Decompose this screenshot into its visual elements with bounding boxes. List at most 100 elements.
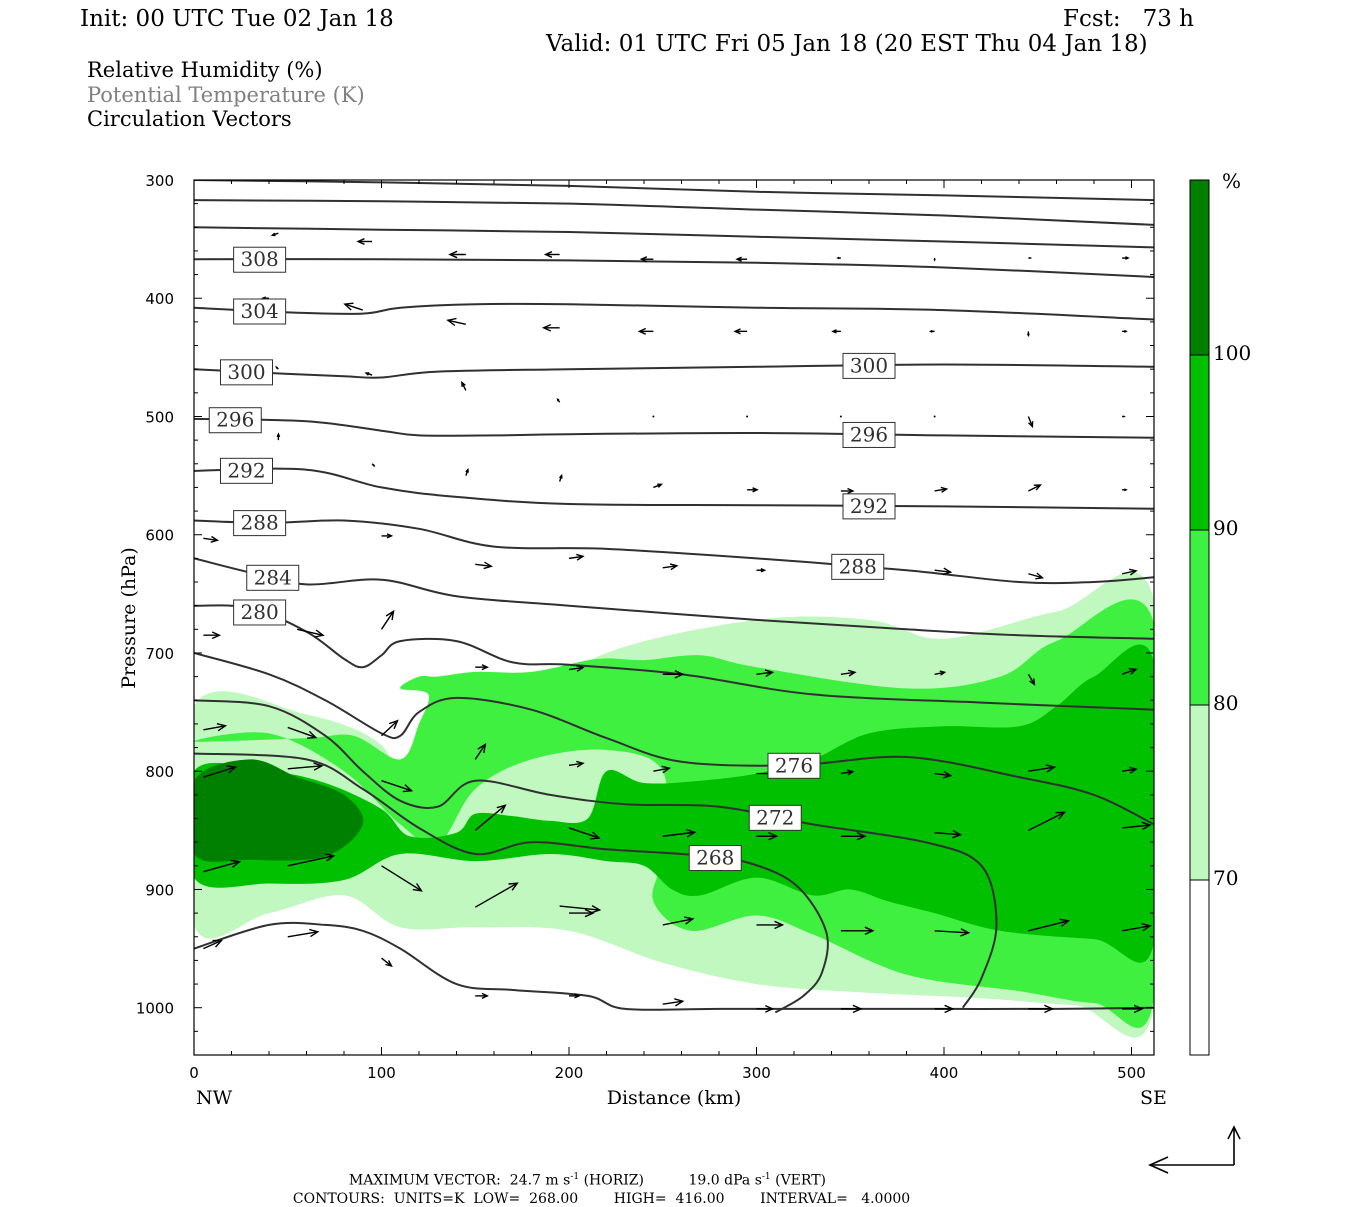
max-vector-horiz-exp: -1 xyxy=(570,1172,580,1182)
circulation-vector-49 xyxy=(1121,568,1138,576)
vector-shaft xyxy=(381,780,412,792)
vector-head xyxy=(952,829,963,839)
vector-shaft xyxy=(203,766,236,778)
theta-label-268-box xyxy=(688,845,742,872)
vector-head xyxy=(385,609,395,621)
contours-high-label: HIGH= xyxy=(613,1191,667,1207)
circulation-vector-98 xyxy=(569,993,581,999)
vector-shaft xyxy=(1121,570,1137,575)
circulation-vector-2 xyxy=(448,250,466,259)
vector-head xyxy=(270,232,276,237)
circulation-vector-85 xyxy=(381,865,423,892)
vector-point xyxy=(746,415,749,418)
circulation-vector-71 xyxy=(1122,766,1138,774)
vector-head xyxy=(686,829,697,838)
vector-head xyxy=(1026,333,1030,338)
colorbar-segment-3 xyxy=(1190,705,1209,880)
vector-head xyxy=(508,882,519,891)
circulation-vector-21 xyxy=(364,372,373,376)
max-vector-vert: 19.0 dPa s xyxy=(688,1172,762,1189)
vector-head xyxy=(1125,256,1130,260)
circulation-vector-77 xyxy=(662,829,697,838)
vector-shaft xyxy=(203,537,218,541)
vector-shaft xyxy=(474,882,518,908)
colorbar-label-100: 100 xyxy=(1213,341,1251,365)
circulation-vector-9 xyxy=(1122,256,1130,260)
forecast-hour: Fcst: 73 h xyxy=(1063,6,1194,32)
vector-layer xyxy=(203,232,1152,1014)
circulation-vector-60 xyxy=(1121,668,1138,675)
vector-head xyxy=(1055,811,1066,820)
vector-head xyxy=(1123,329,1128,333)
theta-label-292: 292 xyxy=(227,458,265,482)
vector-shaft xyxy=(568,827,600,839)
vector-head xyxy=(939,670,947,676)
rh-band->100 xyxy=(194,759,364,862)
vector-shaft xyxy=(1122,768,1137,772)
x-tick-label-200: 200 xyxy=(555,1064,584,1082)
vector-head xyxy=(576,760,585,768)
vector-head xyxy=(388,719,399,730)
vector-shaft xyxy=(287,765,322,770)
vector-shaft xyxy=(934,488,947,492)
vector-head xyxy=(226,765,238,774)
circulation-vector-47 xyxy=(934,567,953,576)
vector-shaft xyxy=(1027,416,1034,427)
colorbar-unit: % xyxy=(1222,169,1241,193)
circulation-vector-43 xyxy=(568,553,585,561)
colorbar-label-70: 70 xyxy=(1213,866,1238,890)
vector-shaft xyxy=(344,303,363,311)
vector-head xyxy=(461,380,466,387)
circulation-vector-39 xyxy=(1122,488,1128,492)
vector-head xyxy=(1029,678,1036,686)
axes-layer: 0 100 200 300 400 500 300 400 500 600 700 800 900 100… xyxy=(136,172,1154,1082)
vector-head xyxy=(306,730,318,739)
max-vector-line: MAXIMUM VECTOR: 24.7 m s-1 (HORIZ) 19.0 … xyxy=(340,1159,826,1188)
vector-head xyxy=(1029,256,1033,260)
vector-shaft xyxy=(662,565,677,569)
vector-head xyxy=(944,1004,955,1014)
theta-label-308-box xyxy=(233,246,287,273)
circulation-vector-63 xyxy=(381,719,399,737)
theta-label-284: 284 xyxy=(254,565,292,589)
vector-shaft xyxy=(474,804,506,831)
vector-head xyxy=(774,920,785,930)
max-vector-vert-unit: (VERT) xyxy=(775,1172,826,1189)
circulation-vector-105 xyxy=(559,904,602,914)
vector-head xyxy=(574,993,581,999)
theta-label-288-box xyxy=(233,510,287,537)
vector-head xyxy=(541,323,552,332)
vector-shaft xyxy=(840,770,853,775)
theta-label2-300: 300 xyxy=(850,353,888,377)
vector-shaft xyxy=(203,861,240,873)
circulation-vector-78 xyxy=(756,831,779,841)
circulation-vector-57 xyxy=(840,669,857,677)
vector-head xyxy=(852,1004,863,1014)
legend-potential-temperature: Potential Temperature (K) xyxy=(87,83,365,107)
circulation-vector-32 xyxy=(465,467,469,476)
y-tick-label-800: 800 xyxy=(145,763,174,781)
circulation-vector-66 xyxy=(653,765,672,774)
vector-head xyxy=(402,784,414,793)
vector-head xyxy=(313,762,324,771)
x-tick-label-400: 400 xyxy=(930,1064,959,1082)
circulation-vector-92 xyxy=(1028,918,1071,932)
vector-shaft xyxy=(1121,668,1137,675)
theta-contour-304 xyxy=(194,302,1154,321)
vector-head xyxy=(960,928,971,937)
vector-head xyxy=(1059,918,1071,927)
circulation-vector-96 xyxy=(381,957,393,968)
colorbar-segment-1 xyxy=(1190,355,1209,530)
vector-head xyxy=(372,464,376,468)
theta-label-272: 272 xyxy=(756,805,794,829)
circulation-vector-1 xyxy=(356,238,373,245)
vector-head xyxy=(212,939,223,948)
circulation-vector-56 xyxy=(756,669,775,677)
vector-head xyxy=(733,328,741,335)
circulation-vector-20 xyxy=(275,365,279,370)
rh-band-90-100 xyxy=(194,644,1154,963)
circulation-vector-99 xyxy=(662,998,685,1007)
theta-contour-layer xyxy=(194,180,1154,1014)
y-tick-label-600: 600 xyxy=(145,527,174,545)
theta-label-296: 296 xyxy=(216,408,254,432)
